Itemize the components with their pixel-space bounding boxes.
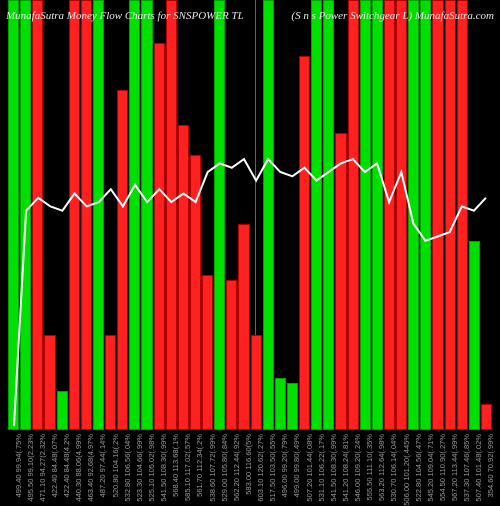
x-axis-label: 546.00 109.20(.24% bbox=[348, 430, 359, 500]
x-axis-label: 499.40 99.94(.75% bbox=[8, 430, 19, 500]
bar bbox=[238, 224, 249, 430]
bar bbox=[420, 0, 431, 430]
x-axis-label: 545.20 109.04(.71% bbox=[420, 430, 431, 500]
x-axis-label: 568.40 113.68(.1% bbox=[166, 430, 177, 500]
bar bbox=[69, 0, 80, 430]
bar bbox=[275, 378, 286, 430]
x-axis-labels: 499.40 99.94(.75%495.50 99.10(2.23%471.1… bbox=[8, 430, 492, 500]
x-axis-label: 440.30 88.06(4.99% bbox=[69, 430, 80, 500]
bar bbox=[57, 391, 68, 430]
bar bbox=[372, 0, 383, 430]
x-axis-label: 517.50 103.50(.55% bbox=[263, 430, 274, 500]
bar bbox=[166, 0, 177, 430]
x-axis-label: 538.60 107.72(.99% bbox=[202, 430, 213, 500]
chart-area: MunafaSutra Money Flow Charts for SNSPOW… bbox=[0, 0, 500, 430]
bar bbox=[141, 0, 152, 430]
bar bbox=[178, 125, 189, 430]
x-axis-label: 471.10 94.27(2.32% bbox=[32, 430, 43, 500]
bar bbox=[445, 0, 456, 430]
bar bbox=[311, 0, 322, 430]
bar bbox=[432, 0, 443, 430]
x-axis-label: 507.40 101.48(.02% bbox=[469, 430, 480, 500]
x-axis-label: 603.10 120.62(.27% bbox=[251, 430, 262, 500]
bar bbox=[214, 0, 225, 430]
bar bbox=[105, 335, 116, 430]
x-axis-label: 530.70 106.14(.04% bbox=[384, 430, 395, 500]
bar bbox=[202, 275, 213, 430]
bar bbox=[263, 0, 274, 430]
bar bbox=[32, 0, 43, 430]
bar bbox=[117, 90, 128, 430]
x-axis-label: 525.10 105.02(.98% bbox=[141, 430, 152, 500]
x-axis-label: 495.50 99.10(2.23% bbox=[20, 430, 31, 500]
x-axis-label: 554.50 110.90(.27% bbox=[432, 430, 443, 500]
bar bbox=[44, 335, 55, 430]
bar bbox=[360, 0, 371, 430]
bar bbox=[81, 0, 92, 430]
bar bbox=[335, 133, 346, 430]
bar bbox=[299, 56, 310, 430]
x-axis-label: 567.20 113.44(.99% bbox=[445, 430, 456, 500]
x-axis-label: 422.40 84.48(4.2% bbox=[57, 430, 68, 500]
bar bbox=[323, 0, 334, 430]
bar bbox=[8, 0, 19, 430]
x-axis-label: 463.40 92.68(4.97% bbox=[81, 430, 92, 500]
x-axis-label: 541.20 108.24(.81% bbox=[335, 430, 346, 500]
bar bbox=[251, 335, 262, 430]
x-axis-label: 520.80 104.16(.2% bbox=[105, 430, 116, 500]
x-axis-label: 541.50 108.30(.99% bbox=[323, 430, 334, 500]
bar bbox=[154, 43, 165, 430]
bar bbox=[226, 280, 237, 431]
x-axis-label: 563.20 112.64(.98% bbox=[372, 430, 383, 500]
chart-title-right: (S n s Power Switchgear L) MunafaSutra.c… bbox=[291, 10, 494, 22]
bar bbox=[348, 0, 359, 430]
x-axis-label: 422.40 84.48(.07% bbox=[44, 430, 55, 500]
bar bbox=[396, 0, 407, 430]
x-axis-label: 541.50 108.30(.99% bbox=[154, 430, 165, 500]
x-axis-label: 531.10 106.22(.17% bbox=[311, 430, 322, 500]
x-axis-label: 487.20 97.44(.14% bbox=[93, 430, 104, 500]
bar bbox=[129, 0, 140, 430]
bar bbox=[384, 0, 395, 430]
x-axis-label: 354.60 70.92(.99% bbox=[481, 430, 492, 500]
x-axis-label: 496.00 99.20(.79% bbox=[275, 430, 286, 500]
bar bbox=[457, 0, 468, 430]
bar bbox=[190, 155, 201, 430]
x-axis-label: 523.30 104.66(.99% bbox=[129, 430, 140, 500]
bar bbox=[93, 0, 104, 430]
bar bbox=[20, 0, 31, 430]
x-axis-label: 529.00 105.80(.84% bbox=[214, 430, 225, 500]
bars-container bbox=[8, 0, 492, 430]
bar bbox=[287, 383, 298, 430]
x-axis-label: 561.70 112.34(.2% bbox=[190, 430, 201, 500]
x-axis-label: 585.10 117.02(.57% bbox=[178, 430, 189, 500]
x-axis-label: 507.20 101.44(.08% bbox=[299, 430, 310, 500]
x-axis-label: 583.00 116.60(5% bbox=[238, 430, 249, 500]
x-axis-label: 532.80 106.56(.04% bbox=[117, 430, 128, 500]
x-axis-label: 522.80 104.56(.47% bbox=[408, 430, 419, 500]
x-axis-label: 562.20 112.44(.92% bbox=[226, 430, 237, 500]
bar bbox=[469, 241, 480, 430]
bar bbox=[408, 0, 419, 430]
x-axis-label: 555.50 111.10(.35% bbox=[360, 430, 371, 500]
x-axis-label: 506.00 101.20(.445% bbox=[396, 430, 407, 500]
x-axis-label: 499.00 99.80(.49% bbox=[287, 430, 298, 500]
chart-title-left: MunafaSutra Money Flow Charts for SNSPOW… bbox=[6, 10, 244, 22]
bar bbox=[481, 404, 492, 430]
x-axis-label: 537.30 107.46(.85% bbox=[457, 430, 468, 500]
